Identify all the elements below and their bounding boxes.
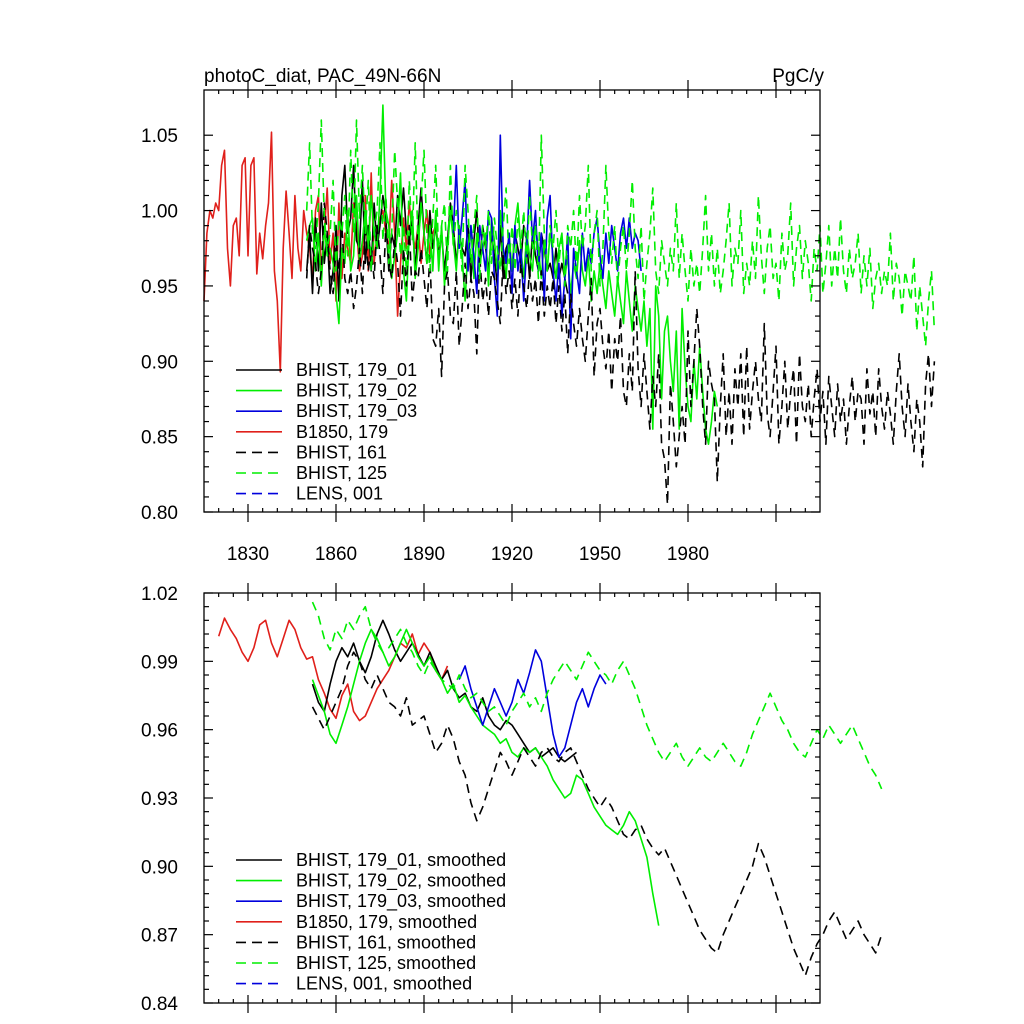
y-tick-label: 1.02 <box>141 584 178 605</box>
series-line <box>311 628 660 926</box>
y-tick-label: 1.00 <box>141 202 178 223</box>
x-tick-label: 1860 <box>315 544 357 565</box>
x-tick-label: 1920 <box>491 544 533 565</box>
legend-label: LENS, 001 <box>296 484 383 504</box>
top-title-left: photoC_diat, PAC_49N-66N <box>204 66 441 87</box>
series-line <box>305 119 936 348</box>
legend-label: BHIST, 179_03 <box>296 401 417 422</box>
legend-label: BHIST, 125 <box>296 463 387 483</box>
y-tick-label: 0.84 <box>141 994 178 1015</box>
y-tick-label: 0.87 <box>141 926 178 947</box>
legend-label: BHIST, 179_01 <box>296 360 417 381</box>
series-line <box>311 651 883 977</box>
series-line <box>305 104 719 446</box>
y-tick-label: 1.05 <box>141 126 178 147</box>
series-line <box>458 649 607 758</box>
legend-label: B1850, 179, smoothed <box>296 912 477 932</box>
y-tick-label: 0.96 <box>141 721 178 742</box>
y-tick-label: 0.80 <box>141 503 178 524</box>
x-tick-label: 1980 <box>667 544 709 565</box>
legend-label: BHIST, 125, smoothed <box>296 953 476 973</box>
top-title-right: PgC/y <box>772 66 824 87</box>
y-tick-label: 0.90 <box>141 857 178 878</box>
top-axis-ticks: 1830 1860 1890 1920 1950 1980 0.80 0.85 0.90 0.95… <box>141 80 820 565</box>
legend-label: LENS, 001, smoothed <box>296 974 472 994</box>
x-tick-label: 1830 <box>227 544 269 565</box>
x-tick-label: 1890 <box>403 544 445 565</box>
y-tick-label: 0.90 <box>141 352 178 373</box>
y-tick-label: 0.95 <box>141 277 178 298</box>
bottom-axis-ticks: 0.84 0.87 0.90 0.93 0.96 0.99 1.02 <box>141 583 820 1015</box>
legend-label: BHIST, 179_01, smoothed <box>296 850 506 871</box>
y-tick-label: 0.99 <box>141 652 178 673</box>
series-line <box>305 202 936 506</box>
legend-label: BHIST, 179_02, smoothed <box>296 871 506 892</box>
top-panel: photoC_diat, PAC_49N-66N PgC/y 1830 1860 1… <box>141 66 936 565</box>
legend-label: BHIST, 161, smoothed <box>296 932 476 952</box>
x-tick-label: 1950 <box>579 544 621 565</box>
legend-label: BHIST, 179_02 <box>296 381 417 402</box>
y-tick-label: 0.85 <box>141 428 178 449</box>
series-line <box>311 601 883 790</box>
legend-label: BHIST, 161 <box>296 442 387 462</box>
y-tick-label: 0.93 <box>141 789 178 810</box>
legend-label: BHIST, 179_03, smoothed <box>296 891 506 912</box>
top-series-layer <box>203 104 936 506</box>
bottom-series-layer <box>217 601 883 977</box>
series-line <box>217 617 449 722</box>
bottom-panel: 0.84 0.87 0.90 0.93 0.96 0.99 1.02 BHIST, 179_… <box>141 583 883 1015</box>
legend-label: B1850, 179 <box>296 422 388 442</box>
